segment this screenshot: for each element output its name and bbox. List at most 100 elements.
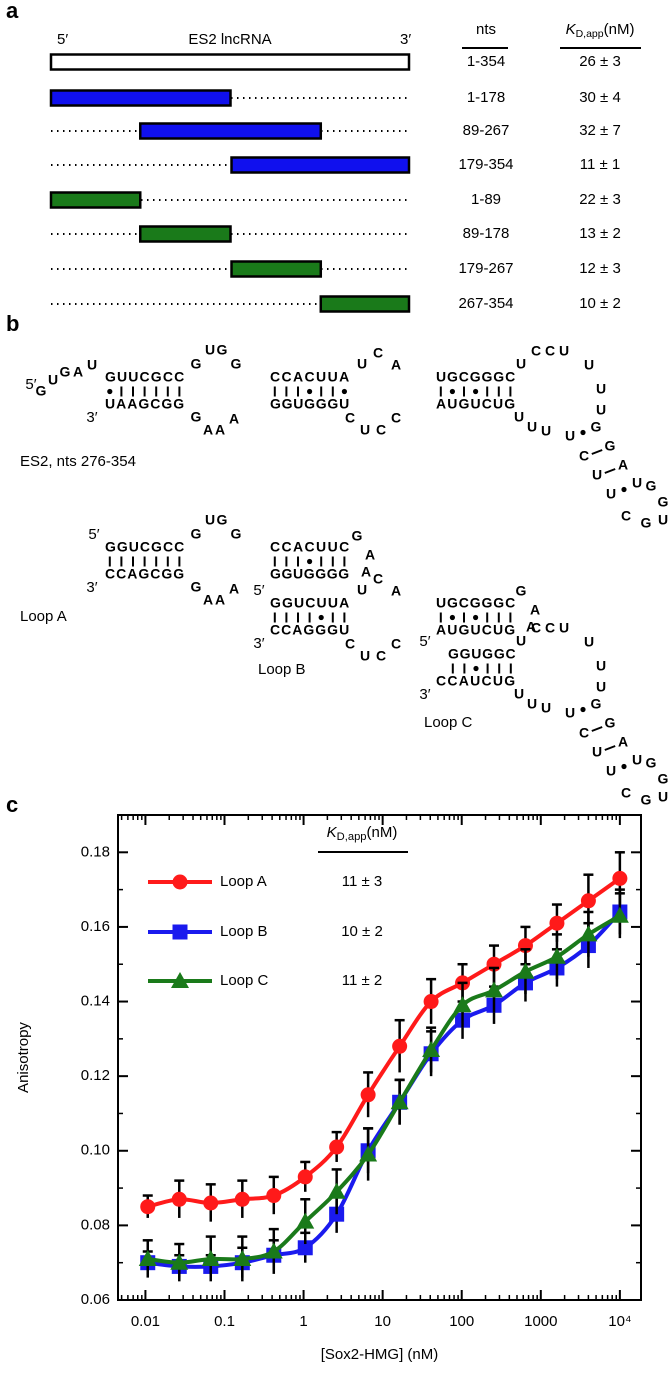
marker: [171, 1191, 187, 1207]
nucleotide: C: [621, 785, 631, 801]
strand: UGCGGGC: [436, 369, 515, 385]
base-pair: [307, 388, 313, 395]
nucleotide: U: [658, 789, 668, 805]
marker: [266, 1188, 282, 1204]
nts-range: 89-267: [463, 122, 510, 139]
fragment-bar: [138, 122, 323, 140]
nucleotide: A: [203, 422, 213, 438]
y-axis-title: Anisotropy: [15, 1022, 32, 1093]
kd-subscript: D,app: [576, 28, 604, 40]
strand: GGUGGGU: [270, 396, 349, 412]
kd-value: 12 ± 3: [579, 260, 621, 277]
nucleotide: C: [621, 508, 631, 524]
nucleotide: C: [531, 620, 541, 636]
nucleotide: U: [360, 648, 370, 664]
strand: CCAGCGG: [105, 566, 184, 582]
nucleotide: A: [215, 422, 225, 438]
y-tick-label: 0.06: [81, 1291, 110, 1308]
strand-end: 5′: [25, 376, 36, 393]
base-pair: [591, 449, 603, 455]
nucleotide: G: [658, 494, 668, 510]
nucleotide: A: [391, 357, 401, 373]
structure-label: Loop C: [424, 714, 473, 731]
nucleotide: A: [526, 619, 536, 635]
legend-kd: 11 ± 3: [342, 873, 382, 890]
nucleotide: U: [527, 696, 537, 712]
structure-label: ES2, nts 276-354: [20, 453, 136, 470]
nucleotide: G: [646, 478, 657, 494]
nucleotide: G: [516, 583, 527, 599]
kd-unit: (nM): [367, 824, 398, 841]
nucleotide: G: [191, 409, 202, 425]
marker: [233, 1249, 252, 1266]
nucleotide: G: [646, 755, 657, 771]
nucleotide: U: [584, 634, 594, 650]
nucleotide: U: [606, 486, 616, 502]
marker: [234, 1191, 250, 1207]
nucleotide: U: [592, 744, 602, 760]
kd-subscript: D,app: [337, 831, 367, 843]
strand: CCAGGGU: [270, 622, 349, 638]
strand-end: 5′: [88, 526, 99, 543]
nucleotide: U: [48, 372, 58, 388]
nucleotide: U: [584, 357, 594, 373]
marker: [453, 996, 472, 1013]
marker: [547, 947, 566, 964]
nts-range: 1-178: [467, 89, 505, 106]
nucleotide: U: [596, 402, 606, 418]
kd-value: 11 ± 1: [580, 156, 620, 173]
five-prime: 5′: [57, 31, 68, 48]
nucleotide: G: [217, 342, 228, 358]
marker: [549, 915, 565, 931]
y-tick-label: 0.16: [81, 918, 110, 935]
marker: [264, 1242, 283, 1259]
base-pair: [473, 665, 479, 672]
nucleotide: U: [360, 422, 370, 438]
nts-range: 179-354: [458, 156, 513, 173]
nucleotide: A: [203, 592, 213, 608]
kd-header: KD,app(nM): [327, 824, 398, 843]
marker: [329, 1139, 345, 1155]
base-pair: [604, 468, 616, 474]
nucleotide: U: [514, 686, 524, 702]
x-tick-label: 100: [449, 1313, 474, 1330]
marker: [360, 1087, 376, 1103]
x-tick-label: 10⁴: [608, 1313, 631, 1330]
nucleotide: A: [215, 592, 225, 608]
nucleotide: U: [87, 357, 97, 373]
marker: [423, 994, 439, 1010]
panel-label: a: [6, 0, 19, 23]
nucleotide: G: [591, 696, 602, 712]
x-tick-label: 1: [299, 1313, 307, 1330]
structure-label: Loop B: [258, 661, 306, 678]
strand: UGCGGGC: [436, 595, 515, 611]
strand: GGUCGCC: [105, 539, 184, 555]
base-pair: [580, 429, 586, 436]
nucleotide: G: [641, 792, 652, 808]
nucleotide: G: [641, 515, 652, 531]
x-tick-label: 1000: [524, 1313, 557, 1330]
marker: [392, 1038, 408, 1054]
strand-end: 5′: [419, 633, 430, 650]
legend-label: Loop B: [220, 923, 268, 940]
nucleotide: U: [541, 423, 551, 439]
kd-unit: (nM): [604, 21, 635, 38]
x-tick-label: 0.1: [214, 1313, 235, 1330]
marker: [612, 870, 628, 886]
x-tick-label: 0.01: [131, 1313, 160, 1330]
legend-marker: [171, 972, 189, 988]
strand: GGUGGGG: [270, 566, 349, 582]
strand: AUGUCUG: [436, 396, 515, 412]
nucleotide: U: [357, 356, 367, 372]
nucleotide: U: [565, 428, 575, 444]
nucleotide: U: [606, 763, 616, 779]
nucleotide: U: [527, 419, 537, 435]
fragment-bar: [230, 260, 323, 278]
panel-label: b: [6, 311, 19, 336]
base-pair: [449, 388, 455, 395]
base-pair: [473, 614, 479, 621]
nts-range: 1-89: [471, 191, 501, 208]
strand-end: 3′: [419, 686, 430, 703]
fit-line: [147, 876, 622, 1209]
kd-value: 10 ± 2: [579, 295, 621, 312]
